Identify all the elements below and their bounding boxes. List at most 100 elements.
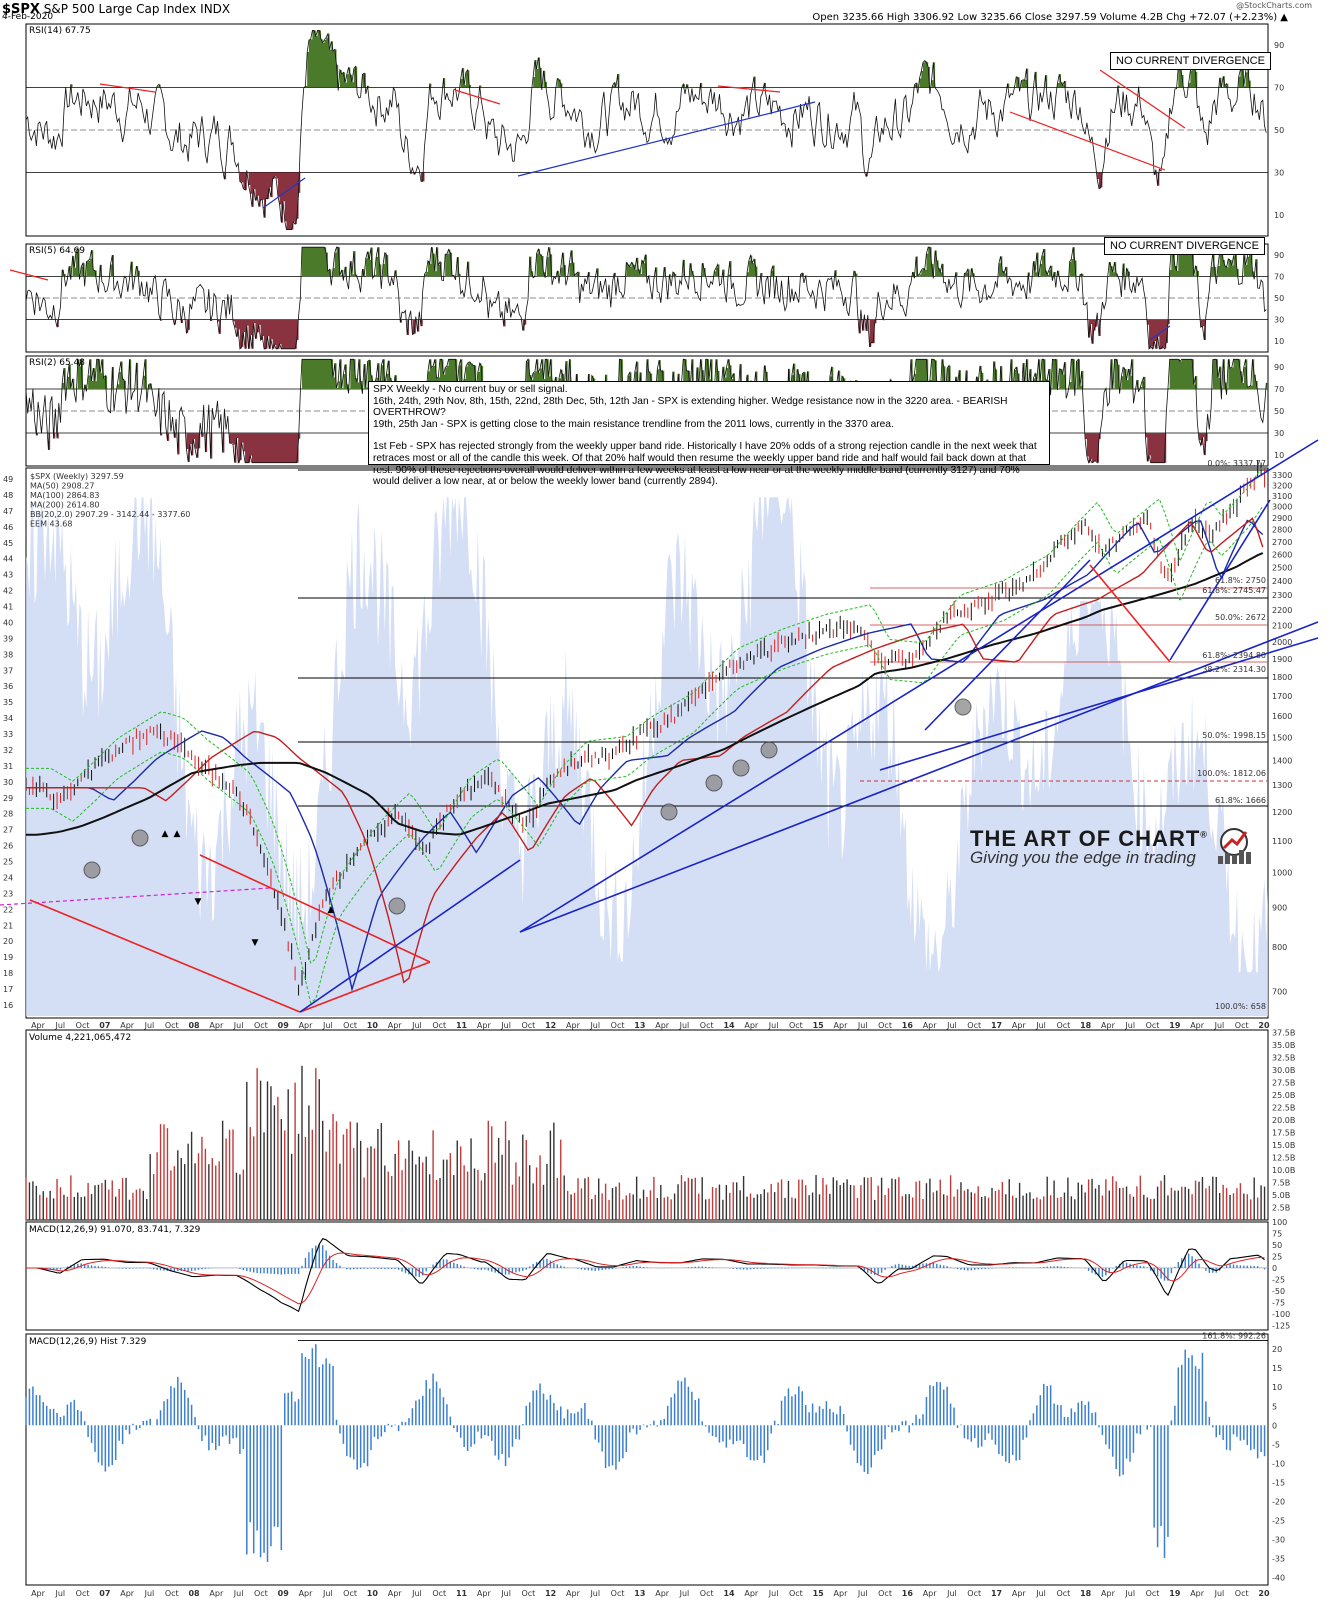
x-axis-top-label: Oct xyxy=(967,1021,981,1030)
x-axis-bottom-label: 19 xyxy=(1169,1589,1181,1598)
x-axis-top-label: Oct xyxy=(254,1021,268,1030)
price-right-tick: 2900 xyxy=(1272,514,1292,523)
price-legend-item: MA(200) 2614.80 xyxy=(30,501,100,510)
rsi14-trendline xyxy=(262,177,306,209)
note-line: SPX Weekly - No current buy or sell sign… xyxy=(373,384,568,395)
bb-upper-line xyxy=(26,465,1264,964)
macd-tick: -100 xyxy=(1272,1310,1290,1319)
x-axis-top-label: Apr xyxy=(834,1021,849,1030)
direction-arrow-icon: ▲ xyxy=(174,829,181,839)
price-marker-circle xyxy=(760,741,778,759)
macd-label: MACD(12,26,9) 91.070, 83.741, 7.329 xyxy=(29,1225,201,1235)
recovery-channel-line xyxy=(299,859,521,1013)
volume-tick: 15.0B xyxy=(1272,1141,1295,1150)
hist-tick: 0 xyxy=(1272,1421,1277,1430)
rsi14-divergence-line xyxy=(99,83,156,93)
x-axis-bottom-label: Oct xyxy=(1235,1589,1249,1598)
x-axis-bottom-label: 13 xyxy=(634,1589,645,1598)
volume-tick: 12.5B xyxy=(1272,1154,1295,1163)
x-axis-bottom-label: Oct xyxy=(343,1589,357,1598)
bearish-trendline xyxy=(29,899,301,1013)
price-right-tick: 2200 xyxy=(1272,606,1292,615)
x-axis-top-label: Oct xyxy=(76,1021,90,1030)
price-right-tick: 3100 xyxy=(1272,492,1292,501)
x-axis-top-label: Apr xyxy=(566,1021,581,1030)
rsi14-trendline xyxy=(517,101,816,177)
x-axis-bottom-label: 17 xyxy=(991,1589,1002,1598)
x-axis-top-label: Oct xyxy=(789,1021,803,1030)
volume-tick: 5.0B xyxy=(1272,1191,1290,1200)
hist-tick: -25 xyxy=(1272,1516,1285,1525)
macd-tick: -50 xyxy=(1272,1287,1285,1296)
rsi5-tick: 10 xyxy=(1274,337,1284,346)
x-axis-bottom-label: 14 xyxy=(723,1589,735,1598)
rsi2-tick: 90 xyxy=(1274,363,1284,372)
x-axis-top-label: Apr xyxy=(120,1021,135,1030)
fib-label: 61.8%: 2394.80 xyxy=(1202,651,1266,660)
x-axis-bottom-label: Oct xyxy=(789,1589,803,1598)
x-axis-bottom-label: Oct xyxy=(76,1589,90,1598)
x-axis-top-label: 11 xyxy=(456,1021,468,1030)
x-axis-bottom-label: Jul xyxy=(1035,1589,1046,1598)
macd-tick: 75 xyxy=(1272,1229,1282,1238)
x-axis-bottom-label: Jul xyxy=(589,1589,600,1598)
rsi14-divergence-line xyxy=(454,89,501,105)
volume-tick: 37.5B xyxy=(1272,1029,1295,1038)
index-name: S&P 500 Large Cap Index xyxy=(43,2,197,16)
rsi14-tick: 50 xyxy=(1274,126,1284,135)
direction-arrow-icon: ▲ xyxy=(328,905,335,915)
fib-label: 50.0%: 2672 xyxy=(1215,613,1266,622)
x-axis-bottom-label: Oct xyxy=(254,1589,268,1598)
note-line: 16th, 24th, 29th Nov, 8th, 15th, 22nd, 2… xyxy=(373,395,1008,419)
support-trendline xyxy=(879,637,1319,771)
x-axis-top-label: Oct xyxy=(343,1021,357,1030)
hist-tick: -15 xyxy=(1272,1478,1285,1487)
x-axis-top-label: Apr xyxy=(1190,1021,1205,1030)
x-axis-bottom-label: Oct xyxy=(878,1589,892,1598)
price-right-tick: 1400 xyxy=(1272,757,1292,766)
rsi2-tick: 30 xyxy=(1274,429,1284,438)
x-axis-bottom-label: 15 xyxy=(813,1589,825,1598)
price-left-tick: 32 xyxy=(3,746,13,755)
x-axis-bottom-label: Jul xyxy=(679,1589,690,1598)
volume-tick: 20.0B xyxy=(1272,1116,1295,1125)
volume-tick: 35.0B xyxy=(1272,1041,1295,1050)
x-axis-top-label: 09 xyxy=(278,1021,290,1030)
x-axis-bottom-label: Apr xyxy=(388,1589,403,1598)
price-marker-circle xyxy=(83,861,101,879)
rsi14-tick: 90 xyxy=(1274,41,1284,50)
price-left-tick: 43 xyxy=(3,571,13,580)
credit: @StockCharts.com xyxy=(1236,1,1312,10)
x-axis-top-label: Oct xyxy=(165,1021,179,1030)
rsi5-tick: 30 xyxy=(1274,316,1284,325)
brand-watermark: THE ART OF CHART® Giving you the edge in… xyxy=(970,826,1251,874)
ma200-line xyxy=(26,552,1264,836)
ma100-line xyxy=(26,517,1264,984)
hist-fib-label: 161.8%: 992.26 xyxy=(1202,1331,1266,1340)
x-axis-top-label: 13 xyxy=(634,1021,645,1030)
x-axis-top-label: Apr xyxy=(744,1021,759,1030)
price-left-tick: 25 xyxy=(3,858,13,867)
price-left-tick: 21 xyxy=(3,921,13,930)
price-left-tick: 23 xyxy=(3,889,13,898)
volume-tick: 30.0B xyxy=(1272,1066,1295,1075)
brand-tagline: Giving you the edge in trading xyxy=(970,848,1196,867)
x-axis-bottom-label: Jul xyxy=(322,1589,333,1598)
x-axis-bottom-label: Jul xyxy=(233,1589,244,1598)
price-marker-circle xyxy=(660,803,678,821)
rsi2-line xyxy=(25,358,1267,464)
price-left-tick: 47 xyxy=(3,507,13,516)
x-axis-bottom-label: Jul xyxy=(54,1589,65,1598)
channel-line xyxy=(924,559,1091,731)
x-axis-bottom-label: Apr xyxy=(744,1589,759,1598)
rsi5-oversold-fill xyxy=(55,319,1206,349)
macd-tick: -25 xyxy=(1272,1275,1285,1284)
price-legend-item: MA(50) 2908.27 xyxy=(30,482,94,491)
x-axis-bottom-label: 12 xyxy=(545,1589,556,1598)
x-axis-top-label: Jul xyxy=(946,1021,957,1030)
fib-label: 61.8%: 1666 xyxy=(1215,796,1266,805)
price-left-tick: 46 xyxy=(3,523,13,532)
price-left-tick: 31 xyxy=(3,762,13,771)
support-line xyxy=(299,961,431,1013)
